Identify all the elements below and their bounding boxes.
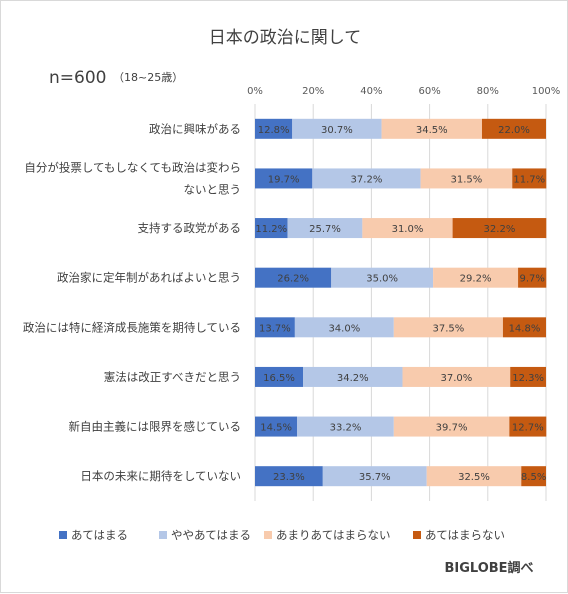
- data-label: 34.5%: [416, 125, 448, 136]
- data-label: 35.0%: [366, 274, 398, 285]
- x-tick-label: 40%: [360, 86, 382, 97]
- data-label: 16.5%: [263, 373, 295, 384]
- bar-segment: [255, 218, 288, 239]
- category-label: 政治に興味がある: [149, 122, 241, 136]
- data-label: 31.5%: [451, 174, 483, 185]
- category-label: 日本の未来に期待をしていない: [80, 469, 241, 483]
- data-label: 31.0%: [392, 224, 424, 235]
- category-label: 新自由主義には限界を感じている: [69, 420, 242, 434]
- bar-segment: [255, 118, 293, 139]
- data-label: 13.7%: [259, 323, 291, 334]
- category-labels: 政治に興味がある自分が投票してもしなくても政治は変わらないと思う支持する政党があ…: [23, 122, 241, 483]
- data-label: 37.0%: [440, 373, 472, 384]
- legend-label: ややあてはまる: [171, 528, 251, 542]
- x-tick-label: 80%: [477, 86, 499, 97]
- bar-segment: [481, 118, 546, 139]
- data-label: 8.5%: [521, 472, 546, 483]
- sample-size: n=600: [49, 68, 106, 88]
- data-label: 39.7%: [436, 423, 468, 434]
- bar-segment: [362, 218, 453, 239]
- data-label: 35.7%: [359, 472, 391, 483]
- bar-segment: [331, 267, 434, 288]
- data-label: 22.0%: [498, 125, 530, 136]
- data-label: 29.2%: [460, 274, 492, 285]
- data-label: 30.7%: [321, 125, 353, 136]
- bar-segment: [518, 267, 547, 288]
- data-label: 9.7%: [519, 274, 544, 285]
- bar-segment: [297, 416, 394, 437]
- data-label: 37.2%: [351, 174, 383, 185]
- legend-label: あてはまらない: [425, 528, 505, 542]
- bar-segment: [393, 416, 510, 437]
- data-label: 12.7%: [512, 423, 544, 434]
- chart-title: 日本の政治に関して: [209, 28, 362, 48]
- bar-segment: [512, 168, 547, 189]
- data-label: 12.8%: [258, 125, 290, 136]
- category-label: 政治には特に経済成長施策を期待している: [23, 320, 241, 334]
- data-label: 33.2%: [330, 423, 362, 434]
- bar-segment: [294, 317, 394, 338]
- legend-swatch: [264, 531, 272, 539]
- data-label: 34.0%: [328, 323, 360, 334]
- bar-segment: [521, 466, 546, 487]
- data-label: 34.2%: [337, 373, 369, 384]
- bar-segment: [303, 366, 403, 387]
- data-label: 26.2%: [277, 274, 309, 285]
- bar-segment: [255, 168, 313, 189]
- bar-segment: [433, 267, 519, 288]
- bar-segment: [452, 218, 547, 239]
- bar-segment: [255, 366, 304, 387]
- legend-label: あてはまる: [71, 528, 128, 542]
- bar-segment: [255, 317, 295, 338]
- x-tick-label: 0%: [247, 86, 263, 97]
- data-label: 12.3%: [512, 373, 544, 384]
- bar-segment: [287, 218, 363, 239]
- data-label: 14.8%: [509, 323, 541, 334]
- data-label: 19.7%: [268, 174, 300, 185]
- bar-segment: [255, 416, 298, 437]
- category-label: 支持する政党がある: [138, 221, 242, 235]
- bar-segment: [292, 118, 382, 139]
- bar-segment: [502, 317, 546, 338]
- data-label: 32.5%: [458, 472, 490, 483]
- bars: 12.8% 30.7% 34.5% 22.0% 19.7% 37.2% 31.5% 11.7%…: [255, 118, 547, 487]
- bar-segment: [402, 366, 511, 387]
- bar-segment: [381, 118, 482, 139]
- category-label: 憲法は改正すべきだと思う: [104, 370, 241, 384]
- sample-age-note: （18~25歳）: [113, 71, 183, 84]
- bar-segment: [510, 366, 546, 387]
- data-label: 11.2%: [255, 224, 287, 235]
- data-label: 32.2%: [484, 224, 516, 235]
- legend-label: あまりあてはまらない: [276, 528, 391, 542]
- data-label: 37.5%: [432, 323, 464, 334]
- bar-segment: [509, 416, 547, 437]
- data-label: 23.3%: [273, 472, 305, 483]
- x-tick-label: 20%: [302, 86, 324, 97]
- bar-segment: [322, 466, 427, 487]
- category-label: ないと思う: [184, 182, 242, 196]
- bar-segment: [255, 466, 323, 487]
- bar-segment: [312, 168, 421, 189]
- legend: あてはまる ややあてはまる あまりあてはまらない あてはまらない: [59, 528, 505, 542]
- x-tick-label: 60%: [418, 86, 440, 97]
- legend-swatch: [413, 531, 421, 539]
- bar-segment: [255, 267, 332, 288]
- legend-swatch: [59, 531, 67, 539]
- x-axis-ticks: 0% 20% 40% 60% 80% 100%: [247, 86, 560, 97]
- category-label: 政治家に定年制があればよいと思う: [57, 271, 241, 285]
- bar-segment: [426, 466, 522, 487]
- legend-swatch: [159, 531, 167, 539]
- category-label: 自分が投票してもしなくても政治は変わら: [24, 160, 241, 174]
- data-label: 25.7%: [309, 224, 341, 235]
- data-label: 14.5%: [260, 423, 292, 434]
- x-tick-label: 100%: [532, 86, 561, 97]
- bar-segment: [393, 317, 503, 338]
- data-label: 11.7%: [513, 174, 545, 185]
- bar-segment: [420, 168, 513, 189]
- gridlines: [254, 104, 547, 501]
- source-label: BIGLOBE調べ: [444, 560, 533, 576]
